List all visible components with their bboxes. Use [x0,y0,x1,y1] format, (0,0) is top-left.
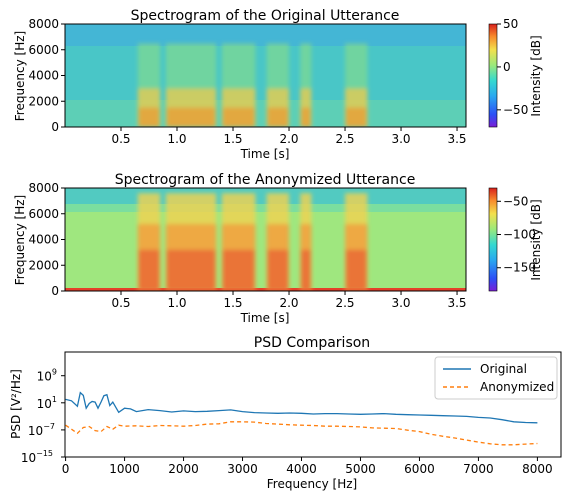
x-tick-label: 3.0 [391,296,410,310]
x-tick-label: 2000 [168,462,199,476]
x-axis-label: Time [s] [240,147,290,161]
speech-band-hot [166,107,216,127]
x-tick-label: 1.0 [167,296,186,310]
x-tick-label: 4000 [286,462,317,476]
x-tick-label: 3.0 [391,132,410,146]
colorbar [488,187,498,292]
y-tick-label: 10−7 [28,422,55,438]
speech-band-hot [346,249,367,291]
colorbar-tick-label: −50 [503,103,528,117]
colorbar-label: Intensity [dB] [529,35,543,116]
x-tick-label: 2.5 [335,132,354,146]
y-tick-label: 4000 [28,69,59,83]
speech-band-hot [222,249,255,291]
y-tick-label: 109 [37,368,57,384]
speech-band-hot [222,107,255,127]
colorbar-label: Intensity [dB] [529,199,543,280]
x-tick-label: 2.0 [279,132,298,146]
colorbar-tick-label: −100 [503,228,536,242]
colorbar-tick-label: −50 [503,194,528,208]
speech-band-hot [267,249,289,291]
y-tick-label: 101 [37,395,57,411]
y-tick-label: 4000 [28,233,59,247]
y-axis-label: Frequency [Hz] [13,31,27,122]
legend-label-original: Original [480,362,527,376]
x-tick-label: 1.5 [223,132,242,146]
x-tick-label: 0.5 [111,296,130,310]
x-axis-label: Time [s] [240,311,290,325]
y-tick-label: 8000 [28,17,59,31]
x-tick-label: 6000 [404,462,435,476]
colorbar-tick-label: 50 [503,17,518,31]
x-tick-label: 2.0 [279,296,298,310]
legend-label-anonymized: Anonymized [480,380,554,394]
chart-title: Spectrogram of the Original Utterance [131,8,400,24]
x-tick-label: 3000 [227,462,258,476]
speech-band-hot [267,107,289,127]
spectrogram-original-panel: Spectrogram of the Original Utterance 0.… [13,8,543,161]
y-tick-label: 0 [51,120,59,134]
speech-band-hot [301,107,311,127]
x-tick-label: 5000 [345,462,376,476]
psd-line-original [65,391,538,424]
spectrogram-anonymized-panel: Spectrogram of the Anonymized Utterance … [13,172,543,325]
y-tick-label: 10−15 [21,449,53,465]
x-tick-label: 3.5 [447,132,466,146]
y-tick-label: 6000 [28,43,59,57]
y-tick-label: 6000 [28,207,59,221]
y-tick-label: 0 [51,284,59,298]
x-tick-label: 8000 [522,462,553,476]
x-tick-label: 1000 [109,462,140,476]
speech-band-hot [301,249,311,291]
y-tick-label: 2000 [28,94,59,108]
psd-comparison-panel: PSD Comparison 0 1000 2000 3000 4000 5000 6000… [9,335,562,491]
y-tick-label: 8000 [28,181,59,195]
x-tick-label: 1.5 [223,296,242,310]
x-tick-label: 7000 [463,462,494,476]
speech-band-hot [166,249,216,291]
y-tick-label: 2000 [28,258,59,272]
x-tick-label: 2.5 [335,296,354,310]
y-axis-label: PSD [V²/Hz] [9,369,23,439]
x-tick-label: 1.0 [167,132,186,146]
chart-title: Spectrogram of the Anonymized Utterance [115,172,416,188]
chart-title: PSD Comparison [254,335,370,351]
colorbar-tick-label: −150 [503,261,536,275]
speech-band-hot [346,107,367,127]
y-axis-label: Frequency [Hz] [13,195,27,286]
x-tick-label: 0 [62,462,70,476]
speech-band-hot [138,249,160,291]
psd-line-anonymized [65,421,538,446]
colorbar-tick-label: 0 [503,60,511,74]
speech-band [300,43,312,127]
legend-box [434,356,558,400]
colorbar [488,23,498,128]
x-tick-label: 3.5 [447,296,466,310]
speech-band-hot [138,107,160,127]
legend: Original Anonymized [434,356,558,400]
x-axis-label: Frequency [Hz] [267,477,358,491]
x-tick-label: 0.5 [111,132,130,146]
